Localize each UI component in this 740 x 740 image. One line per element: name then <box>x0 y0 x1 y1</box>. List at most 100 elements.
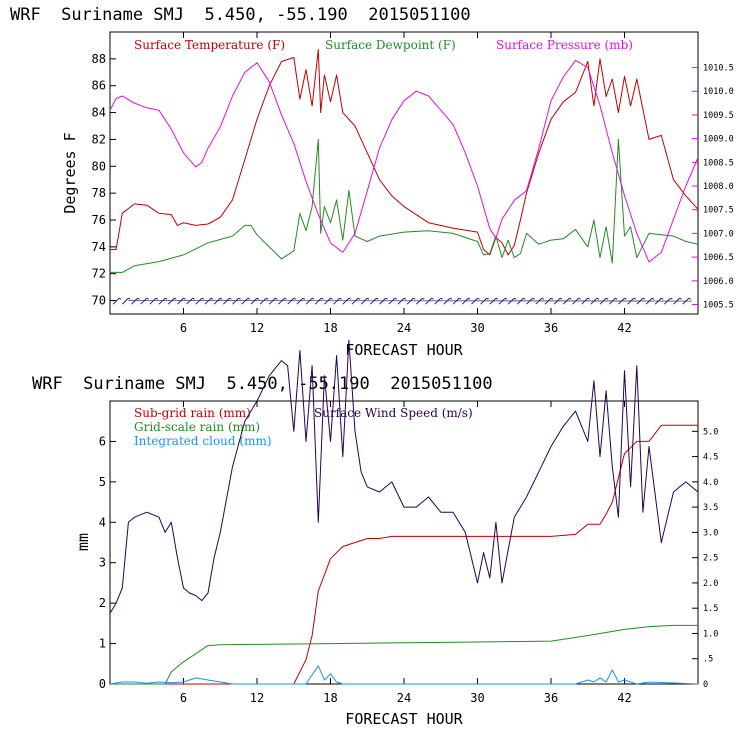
bottom-y-tick-label: 2 <box>99 596 106 610</box>
bottom-x-tick-label: 24 <box>397 691 411 705</box>
wind-barb <box>232 297 239 305</box>
wind-barb-flag <box>284 297 287 300</box>
top-plot-frame <box>109 31 699 315</box>
bottom-series-grid-scale-rain-mm <box>110 624 698 685</box>
wind-barb <box>370 297 377 305</box>
bottom-y2-tick-label: 4.0 <box>703 478 718 488</box>
wind-barb <box>195 297 203 305</box>
wind-barb-flag <box>596 297 600 300</box>
wind-barb-flag <box>210 297 214 300</box>
bottom-x-tick-label: 42 <box>617 691 631 705</box>
wind-barb <box>268 297 276 305</box>
bottom-legend-gridscale: Grid-scale rain (mm) <box>134 420 260 434</box>
bottom-y2-tick-label: 5.0 <box>703 427 718 437</box>
wind-barb-flag <box>422 297 425 300</box>
top-y2-tick-label: 1010.5 <box>703 64 734 74</box>
bottom-x-tick-label: 18 <box>323 691 337 705</box>
top-x-tick-label: 30 <box>470 321 484 335</box>
top-title: WRF Suriname SMJ 5.450, -55.190 20150511… <box>10 5 471 25</box>
wind-barb <box>149 297 157 305</box>
bottom-y2-tick-label: 4.5 <box>703 453 718 463</box>
wind-barb-flag <box>504 297 508 300</box>
wind-barb-flag <box>495 297 499 300</box>
wind-barb-flag <box>348 297 352 300</box>
top-y2-tick-label: 1005.5 <box>703 301 734 311</box>
wind-barb-flag <box>256 297 260 300</box>
wind-barb <box>379 297 386 305</box>
bottom-x-tick-label: 12 <box>250 691 264 705</box>
wind-barb-flag <box>219 297 223 300</box>
wind-barb-flag <box>412 297 416 300</box>
wind-barb-baseline <box>128 300 692 302</box>
top-x-axis-label: FORECAST HOUR <box>345 341 463 359</box>
top-y-tick-label: 74 <box>92 240 106 254</box>
top-y-tick-label: 86 <box>92 79 106 93</box>
top-x-tick-label: 12 <box>250 321 264 335</box>
wind-barb <box>131 297 138 305</box>
bottom-y-tick-label: 4 <box>99 515 106 529</box>
wind-barb-flag <box>302 297 306 300</box>
wind-barb <box>324 297 331 305</box>
wind-barb-flag <box>633 297 636 300</box>
wind-barb <box>121 297 129 305</box>
wind-barb-flag <box>651 297 655 300</box>
top-y2-tick-label: 1006.5 <box>703 253 734 263</box>
wind-barb-flag <box>330 297 333 300</box>
bottom-y-tick-label: 3 <box>99 556 106 570</box>
top-y-axis-label: Degrees F <box>61 132 79 213</box>
bottom-y-tick-label: 5 <box>99 475 106 489</box>
top-x-tick-label: 42 <box>617 321 631 335</box>
wind-barb-flag <box>486 297 489 300</box>
wind-barb-flag <box>670 297 673 300</box>
top-y2-tick-label: 1010.0 <box>703 87 734 97</box>
bottom-y-tick-label: 1 <box>99 637 106 651</box>
wind-barb-flag <box>513 297 517 300</box>
wind-barb-flag <box>293 297 296 300</box>
top-x-tick-label: 24 <box>397 321 411 335</box>
wind-barb <box>388 297 396 305</box>
wind-barb <box>314 297 322 305</box>
top-legend-temperature: Surface Temperature (F) <box>134 38 285 52</box>
wind-barb-flag <box>366 297 370 300</box>
bottom-title: WRF Suriname SMJ 5.450, -55.190 20150511… <box>32 374 493 394</box>
wind-barb-flag <box>311 297 315 300</box>
top-y-tick-label: 78 <box>92 186 106 200</box>
wind-barb <box>342 297 350 305</box>
top-x-tick-label: 18 <box>323 321 337 335</box>
top-series-surface-temperature-f <box>110 49 699 256</box>
bottom-series-integrated-cloud-mm <box>109 665 699 685</box>
wind-barb-flag <box>265 297 269 300</box>
top-legend-pressure: Surface Pressure (mb) <box>496 38 633 52</box>
wind-barb <box>305 297 313 305</box>
wind-barb-flag <box>477 297 480 300</box>
wind-barb-flag <box>569 297 572 300</box>
wind-barb <box>177 297 184 305</box>
wind-barb-flag <box>660 297 664 300</box>
wind-barb-flag <box>146 297 149 300</box>
top-y2-tick-label: 1008.5 <box>703 158 734 168</box>
top-y2-tick-label: 1009.5 <box>703 111 734 121</box>
bottom-x-tick-label: 30 <box>470 691 484 705</box>
bottom-legend-subgrid: Sub-grid rain (mm) <box>134 406 251 420</box>
wind-barb-flag <box>468 297 471 300</box>
wind-barb-flag <box>615 297 618 300</box>
wind-barb-flag <box>587 297 590 300</box>
top-y-tick-label: 80 <box>92 159 106 173</box>
bottom-y2-tick-label: .5 <box>703 655 713 665</box>
wind-barb <box>158 297 166 305</box>
top-x-tick-label: 36 <box>544 321 558 335</box>
wind-barb-flag <box>541 297 544 300</box>
wind-barb-flag <box>532 297 535 300</box>
wind-barb <box>278 297 285 305</box>
wind-barb-flag <box>578 297 581 300</box>
bottom-y-tick-label: 0 <box>99 677 106 691</box>
bottom-y2-tick-label: 2.5 <box>703 554 718 564</box>
wind-barb <box>186 297 193 305</box>
top-y2-tick-label: 1006.0 <box>703 277 734 287</box>
wind-barb-flag <box>201 297 205 300</box>
wind-barb-flag <box>688 297 691 300</box>
bottom-y2-tick-label: 3.5 <box>703 503 718 513</box>
wind-barb-flag <box>183 297 186 300</box>
wind-barb-flag <box>238 297 241 300</box>
